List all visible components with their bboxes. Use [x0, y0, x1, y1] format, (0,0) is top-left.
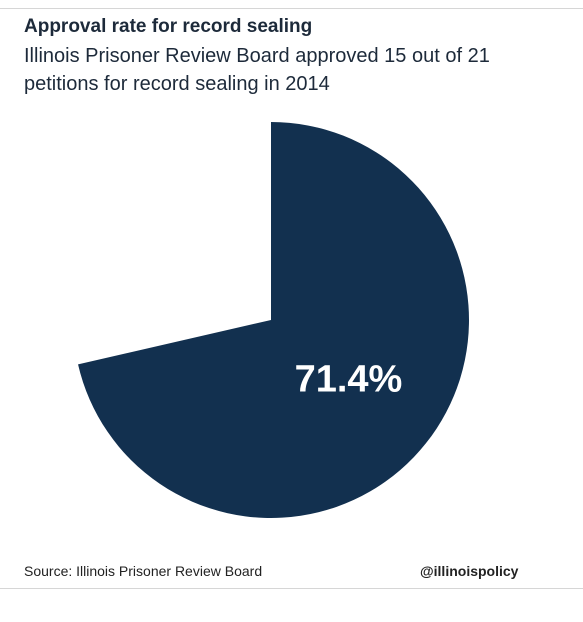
bottom-rule [0, 588, 583, 589]
credit: @illinoispolicy [420, 563, 519, 579]
pie-slice [78, 122, 470, 518]
chart-title: Approval rate for record sealing [24, 16, 313, 37]
source: Source: Illinois Prisoner Review Board [24, 563, 263, 579]
top-rule [0, 8, 583, 9]
slice-label: 71.4% [295, 359, 403, 401]
chart-subtitle: Illinois Prisoner Review Board approved … [24, 45, 490, 95]
